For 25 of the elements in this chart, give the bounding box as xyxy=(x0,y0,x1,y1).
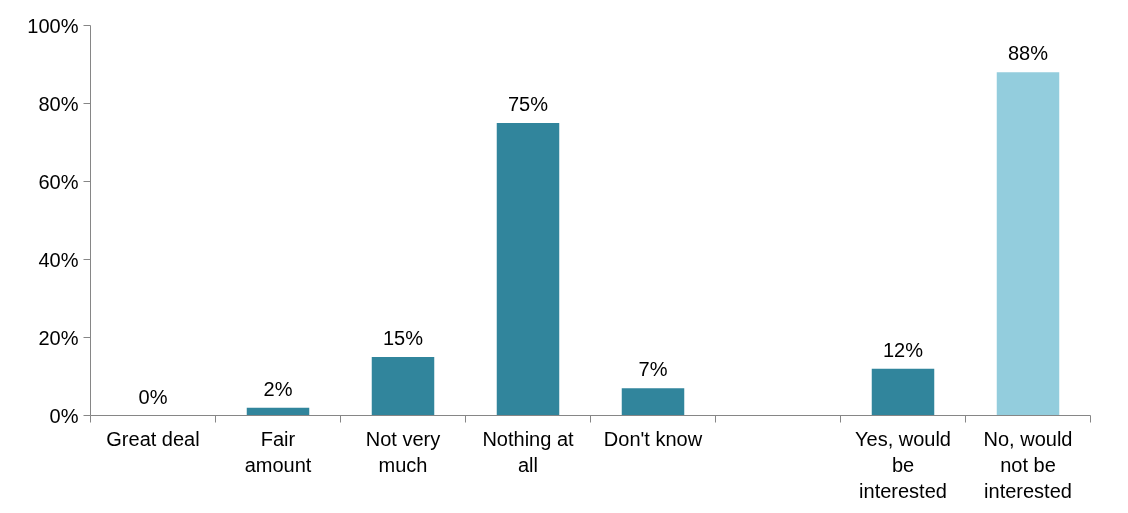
x-tick-label: Yes, would be interested xyxy=(855,427,951,503)
data-label: 2% xyxy=(263,377,293,400)
y-tick-label: 0% xyxy=(49,404,79,427)
y-tick-label: 20% xyxy=(38,326,79,349)
data-label: 12% xyxy=(882,338,924,361)
y-tick-label: 100% xyxy=(27,14,79,37)
x-tick-label: Don't know xyxy=(603,427,703,450)
bar xyxy=(996,72,1060,416)
x-tick-label: Fair amount xyxy=(244,427,312,476)
y-tick-label: 40% xyxy=(38,248,79,271)
y-tick-label: 80% xyxy=(38,92,79,115)
x-tick-label: Not very much xyxy=(365,427,441,476)
y-tick-label: 60% xyxy=(38,170,79,193)
x-tick-label: No, would not be interested xyxy=(983,427,1073,503)
data-label: 15% xyxy=(382,327,424,349)
x-tick-label: Great deal xyxy=(106,427,200,450)
data-label: 88% xyxy=(1007,42,1049,65)
data-label: 75% xyxy=(507,93,549,115)
bar xyxy=(371,357,435,416)
bar xyxy=(871,368,935,416)
bar xyxy=(621,388,685,416)
bar xyxy=(496,123,560,416)
data-label: 0% xyxy=(138,385,168,408)
data-label: 7% xyxy=(638,358,668,381)
x-tick-label: Nothing at all xyxy=(482,427,575,476)
